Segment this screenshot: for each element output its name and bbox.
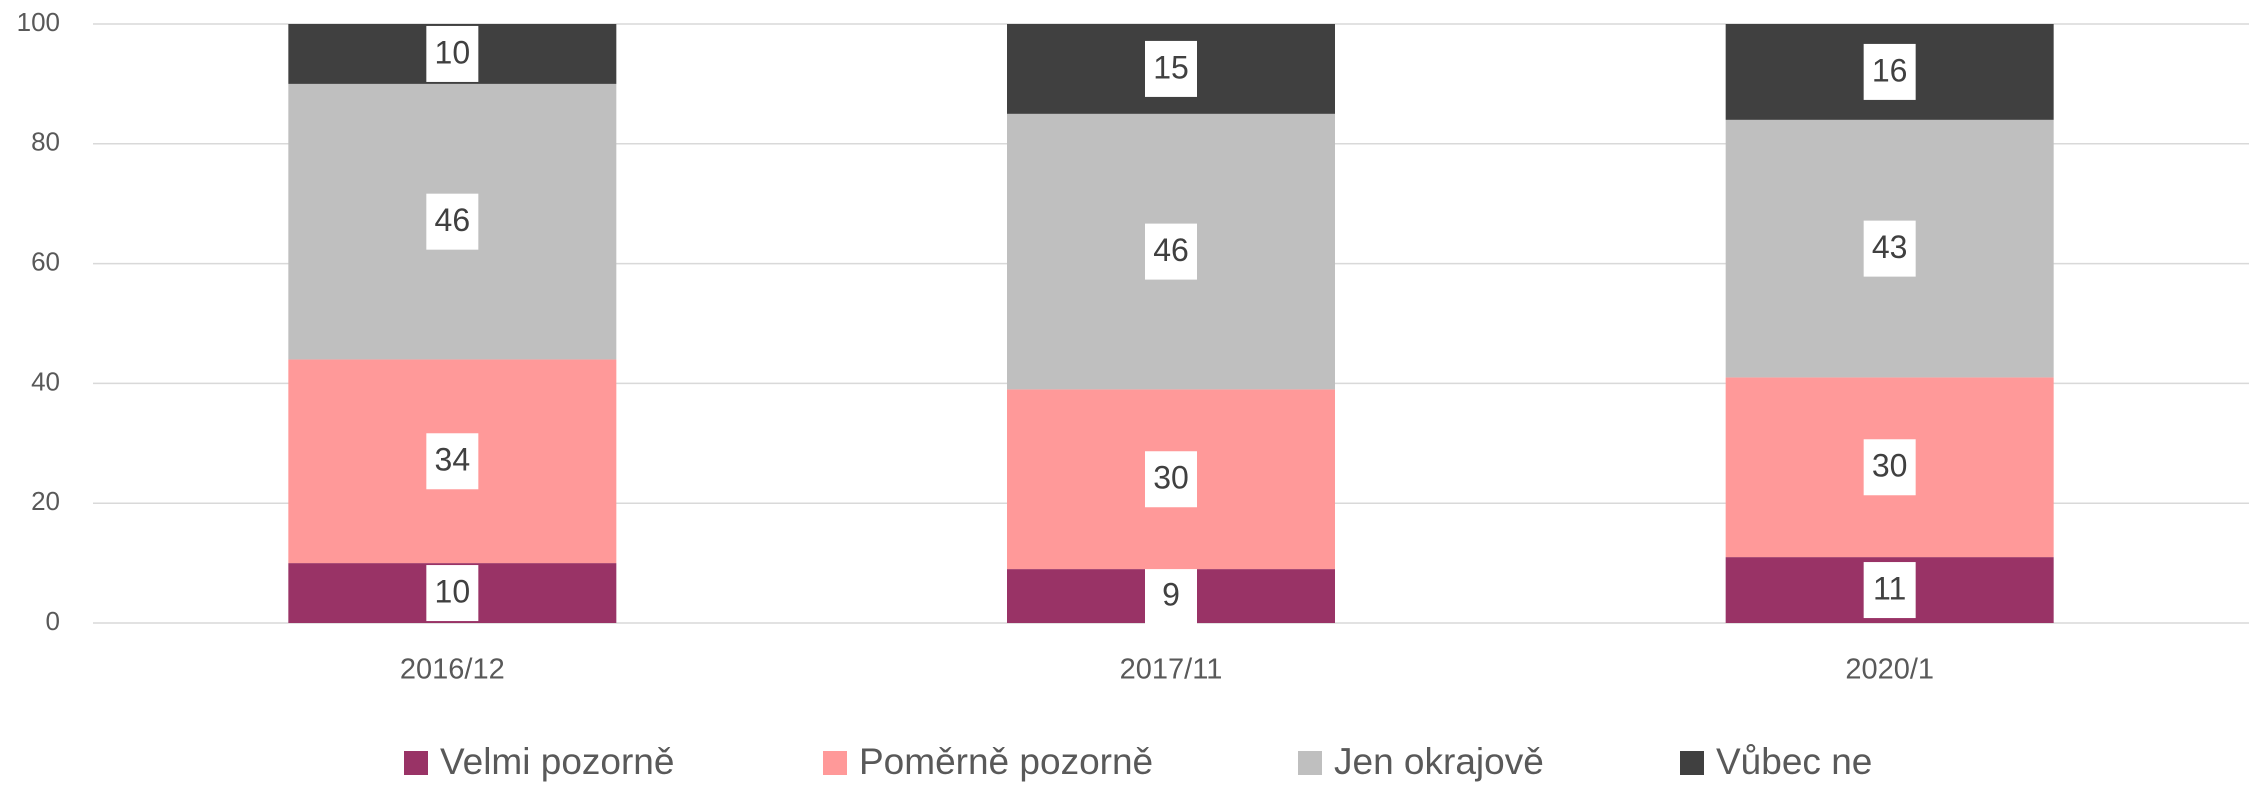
data-label: 11 <box>1873 571 1906 607</box>
data-label-box <box>426 433 479 490</box>
data-label-box <box>1863 439 1916 496</box>
data-label-box <box>1145 40 1197 97</box>
data-label: 30 <box>1153 460 1189 496</box>
data-label: 10 <box>435 574 471 610</box>
data-label: 46 <box>1153 232 1189 268</box>
x-tick-label: 2017/11 <box>1120 654 1223 686</box>
y-tick-label: 60 <box>31 246 60 276</box>
data-label: 34 <box>435 442 471 478</box>
data-label: 16 <box>1872 52 1908 88</box>
legend-label: Poměrně pozorně <box>859 741 1153 782</box>
data-label: 30 <box>1872 448 1908 484</box>
data-label-box <box>1863 43 1916 100</box>
y-tick-label: 80 <box>31 127 60 157</box>
x-tick-label: 2020/1 <box>1845 654 1934 686</box>
legend-swatch <box>823 751 847 775</box>
data-label-box <box>1863 562 1916 619</box>
y-tick-label: 100 <box>17 7 60 37</box>
data-label: 15 <box>1153 49 1189 85</box>
legend-label: Vůbec ne <box>1716 741 1872 782</box>
data-label: 9 <box>1162 576 1180 612</box>
x-tick-label: 2016/12 <box>400 654 505 686</box>
data-label: 10 <box>435 34 471 70</box>
data-label: 46 <box>435 202 471 238</box>
legend-swatch <box>1680 751 1704 775</box>
data-label-box <box>1145 451 1197 508</box>
y-tick-label: 40 <box>31 366 60 396</box>
data-label: 43 <box>1872 229 1908 265</box>
legend-label: Velmi pozorně <box>440 741 674 782</box>
legend-label: Jen okrajově <box>1334 741 1544 782</box>
y-tick-label: 20 <box>31 486 60 516</box>
data-label-box <box>426 193 479 250</box>
data-label-box <box>1145 568 1197 625</box>
legend-swatch <box>404 751 428 775</box>
data-label-box <box>426 25 479 82</box>
y-tick-label: 0 <box>46 606 60 636</box>
legend-swatch <box>1298 751 1322 775</box>
data-label-box <box>426 565 479 622</box>
data-label-box <box>1863 220 1916 277</box>
data-label-box <box>1145 223 1197 280</box>
